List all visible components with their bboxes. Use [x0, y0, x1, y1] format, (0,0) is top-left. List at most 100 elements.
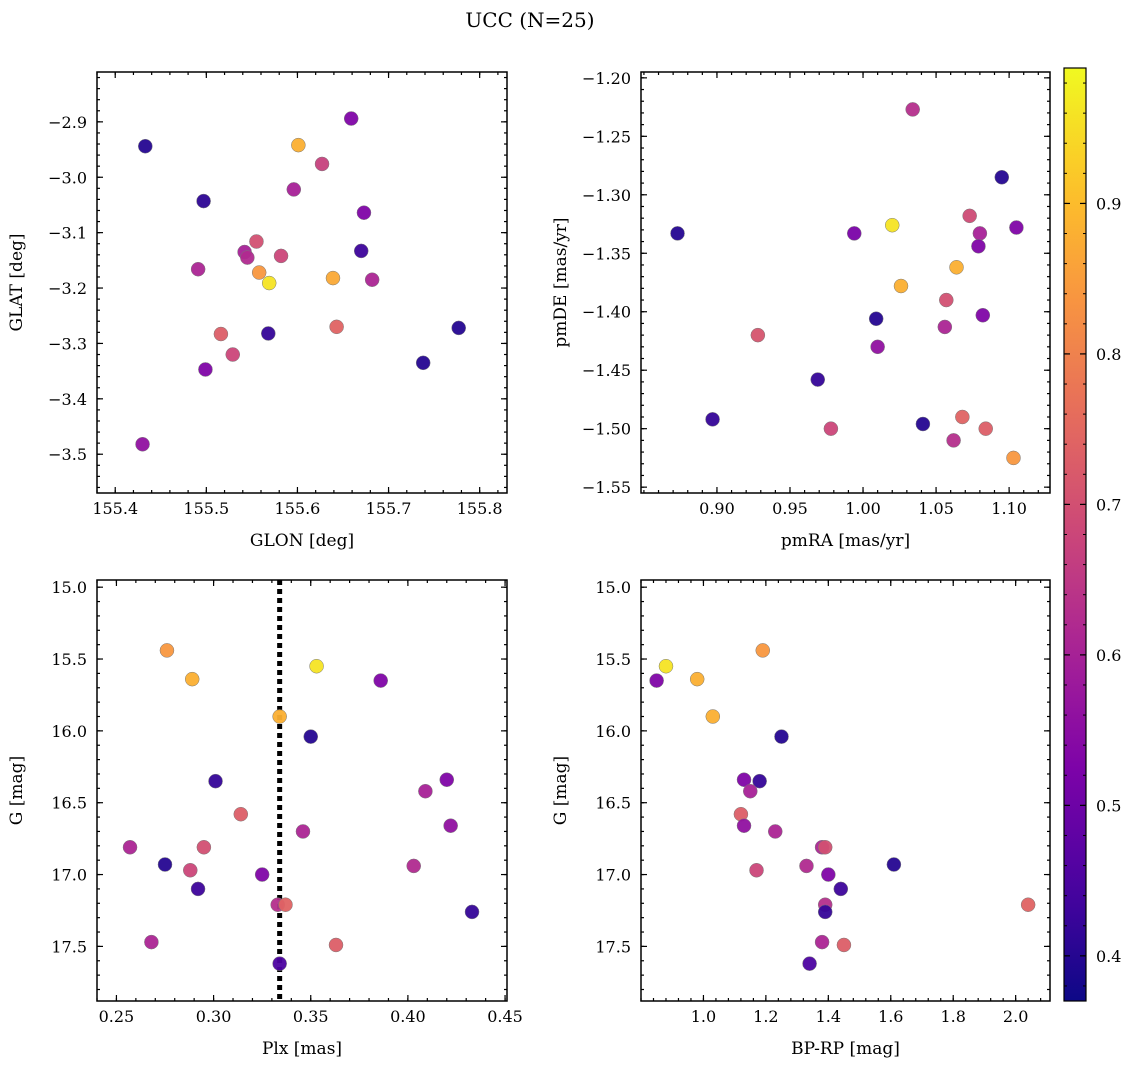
y-tick-label: 15.5: [595, 650, 631, 669]
y-axis-label: G [mag]: [551, 756, 571, 825]
y-axis-label: G [mag]: [7, 756, 27, 825]
scatter-point: [159, 643, 175, 658]
scatter-point: [325, 270, 341, 286]
scatter-point: [886, 857, 902, 872]
scatter-point: [329, 319, 344, 335]
scatter-point: [821, 867, 836, 882]
x-tick-label: 0.25: [99, 1007, 135, 1026]
colorbar-tick-label: 0.4: [1096, 947, 1121, 966]
panel-top-right: 0.90 0.95 1.00 1.05 1.10 −1.20 −1.25 −1.30 −1.35…: [551, 69, 1051, 551]
x-tick-label: 155.8: [457, 499, 503, 518]
y-tick-label: 17.5: [595, 937, 631, 956]
scatter-point: [884, 217, 900, 233]
scatter-point: [198, 362, 213, 377]
scatter-point: [272, 709, 287, 724]
y-tick-label: 17.0: [595, 866, 631, 885]
scatter-point: [343, 111, 359, 126]
scatter-point: [975, 307, 991, 323]
y-tick-label: −2.9: [48, 113, 87, 132]
y-tick-label: −3.0: [48, 168, 87, 187]
x-tick-label: 1.0: [691, 1007, 716, 1026]
scatter-point: [240, 250, 255, 265]
scatter-point: [649, 673, 664, 688]
scatter-point: [251, 265, 267, 280]
scatter-point: [249, 234, 264, 249]
scatter-point: [823, 421, 839, 436]
scatter-point: [418, 783, 433, 799]
scatter-point: [190, 261, 206, 277]
scatter-point: [689, 671, 705, 687]
scatter-point: [144, 934, 159, 950]
y-tick-label: −3.5: [48, 445, 87, 464]
scatter-point: [833, 881, 849, 897]
axis-ticks: [96, 72, 507, 493]
scatter-point: [955, 409, 970, 425]
y-tick-label: −1.45: [582, 361, 631, 380]
scatter-point: [971, 238, 986, 254]
scatter-point: [962, 208, 977, 224]
scatter-point: [254, 867, 270, 882]
axis-ticks: [96, 580, 507, 1001]
y-tick-label: 16.5: [51, 794, 87, 813]
colorbar-tick-label: 0.9: [1096, 194, 1121, 213]
scatter-point: [1020, 897, 1036, 912]
y-tick-label: −3.3: [48, 334, 87, 353]
scatter-point: [451, 320, 466, 336]
y-tick-label: −1.50: [582, 420, 631, 439]
figure-title: UCC (N=25): [465, 8, 594, 32]
scatter-point: [814, 934, 830, 950]
scatter-point: [190, 881, 206, 897]
scatter-point: [1006, 450, 1021, 466]
axes-frame: [96, 71, 508, 494]
scatter-point: [415, 355, 431, 371]
scatter-point: [915, 416, 931, 432]
scatter-point: [303, 729, 318, 744]
scatter-point: [443, 818, 458, 833]
scatter-point: [208, 773, 223, 789]
scatter-point: [278, 897, 293, 912]
scatter-point: [135, 437, 150, 452]
axes-frame: [640, 579, 1051, 1002]
scatter-point: [233, 806, 249, 822]
panel-bottom-right: 1.0 1.2 1.4 1.6 1.8 2.0 15.0 15.5 16.0 16.5 17.0 17…: [551, 578, 1051, 1059]
scatter-point: [286, 182, 302, 197]
colorbar: 0.4 0.5 0.6 0.7 0.8 0.9: [1063, 67, 1121, 1002]
x-tick-label: 155.4: [92, 499, 138, 518]
x-tick-label: 0.30: [196, 1007, 232, 1026]
scatter-point: [273, 248, 289, 264]
scatter-point: [261, 275, 277, 291]
y-tick-label: −1.55: [582, 478, 631, 497]
colorbar-tick-label: 0.5: [1096, 796, 1121, 815]
scatter-point: [946, 433, 961, 448]
y-axis-label: GLAT [deg]: [7, 233, 27, 331]
scatter-point: [1009, 220, 1024, 235]
y-tick-label: 16.5: [595, 794, 631, 813]
scatter-point: [184, 671, 200, 687]
scatter-point: [905, 102, 920, 117]
y-tick-label: 17.0: [51, 866, 87, 885]
y-tick-label: −3.2: [48, 279, 87, 298]
y-tick-label: −3.4: [48, 390, 87, 409]
y-tick-label: 16.0: [595, 722, 631, 741]
x-axis-label: Plx [mas]: [262, 1039, 342, 1059]
scatter-point: [736, 772, 752, 787]
scatter-point: [810, 372, 825, 387]
scatter-points: [135, 111, 466, 452]
scatter-point: [406, 858, 421, 874]
scatter-point: [356, 205, 372, 220]
scatter-point: [122, 840, 138, 855]
x-tick-label: 0.35: [293, 1007, 329, 1026]
scatter-point: [314, 156, 330, 172]
x-tick-label: 0.40: [390, 1007, 426, 1026]
scatter-point: [138, 138, 153, 154]
scatter-point: [893, 278, 909, 294]
scatter-points: [122, 643, 480, 971]
scatter-point: [937, 319, 953, 335]
scatter-point: [658, 658, 674, 674]
x-tick-label: 0.90: [699, 499, 735, 518]
scatter-point: [750, 327, 766, 343]
axes-frame: [640, 71, 1051, 494]
axes-frame: [96, 579, 508, 1002]
scatter-point: [836, 937, 852, 953]
scatter-point: [705, 412, 720, 427]
